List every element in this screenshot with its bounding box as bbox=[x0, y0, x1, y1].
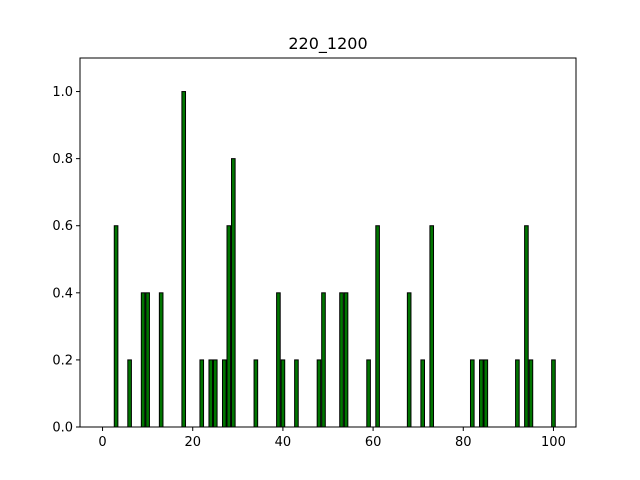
y-tick-label: 0.0 bbox=[52, 421, 73, 436]
bar-x-59 bbox=[366, 359, 371, 428]
bar-x-43 bbox=[294, 359, 299, 428]
x-tick-label: 20 bbox=[184, 435, 201, 450]
bar-x-61 bbox=[375, 225, 380, 428]
bar-x-34 bbox=[253, 359, 259, 428]
bar-x-53 bbox=[339, 292, 344, 428]
bar-x-85 bbox=[483, 359, 489, 428]
x-tick-label: 0 bbox=[98, 435, 106, 450]
plot-area-frame bbox=[79, 57, 577, 428]
bar-x-68 bbox=[406, 292, 412, 428]
bar-x-100 bbox=[551, 359, 556, 428]
x-tick-label: 80 bbox=[455, 435, 472, 450]
bar-x-82 bbox=[469, 359, 475, 428]
bar-x-54 bbox=[343, 292, 349, 428]
bar-x-6 bbox=[127, 359, 132, 428]
x-tick-label: 40 bbox=[275, 435, 292, 450]
bar-x-73 bbox=[429, 225, 435, 428]
y-tick-label: 0.8 bbox=[52, 152, 73, 167]
bar-x-40 bbox=[280, 359, 286, 428]
bars-group bbox=[113, 91, 556, 428]
y-tick-label: 1.0 bbox=[52, 85, 73, 100]
bar-x-27 bbox=[221, 359, 227, 428]
y-tick-label: 0.6 bbox=[52, 219, 73, 234]
y-tick-label: 0.2 bbox=[52, 353, 73, 368]
y-axis-ticks: 0.0 0.2 0.4 0.6 0.8 1.0 bbox=[52, 85, 80, 436]
bar-x-9 bbox=[140, 292, 146, 428]
bar-x-28 bbox=[226, 225, 232, 428]
bar-x-13 bbox=[158, 292, 164, 428]
bar-x-22 bbox=[199, 359, 205, 428]
bar-x-49 bbox=[321, 292, 326, 428]
bar-x-48 bbox=[316, 359, 322, 428]
bar-x-94 bbox=[524, 225, 529, 428]
bar-x-95 bbox=[528, 359, 534, 428]
chart-title: 220_1200 bbox=[288, 34, 367, 54]
x-tick-label: 60 bbox=[365, 435, 382, 450]
bar-x-18 bbox=[181, 91, 187, 428]
bar-x-24 bbox=[208, 359, 214, 428]
bar-x-92 bbox=[515, 359, 520, 428]
x-axis-ticks: 0 20 40 60 80 100 bbox=[98, 427, 566, 450]
bar-x-39 bbox=[276, 292, 281, 428]
bar-x-3 bbox=[113, 225, 119, 428]
bar-x-10 bbox=[145, 292, 150, 428]
bar-x-71 bbox=[420, 359, 426, 428]
bar-x-25 bbox=[212, 359, 218, 428]
bar-x-84 bbox=[479, 359, 484, 428]
x-tick-label: 100 bbox=[541, 435, 566, 450]
y-tick-label: 0.4 bbox=[52, 286, 73, 301]
bar-x-29 bbox=[231, 158, 236, 428]
